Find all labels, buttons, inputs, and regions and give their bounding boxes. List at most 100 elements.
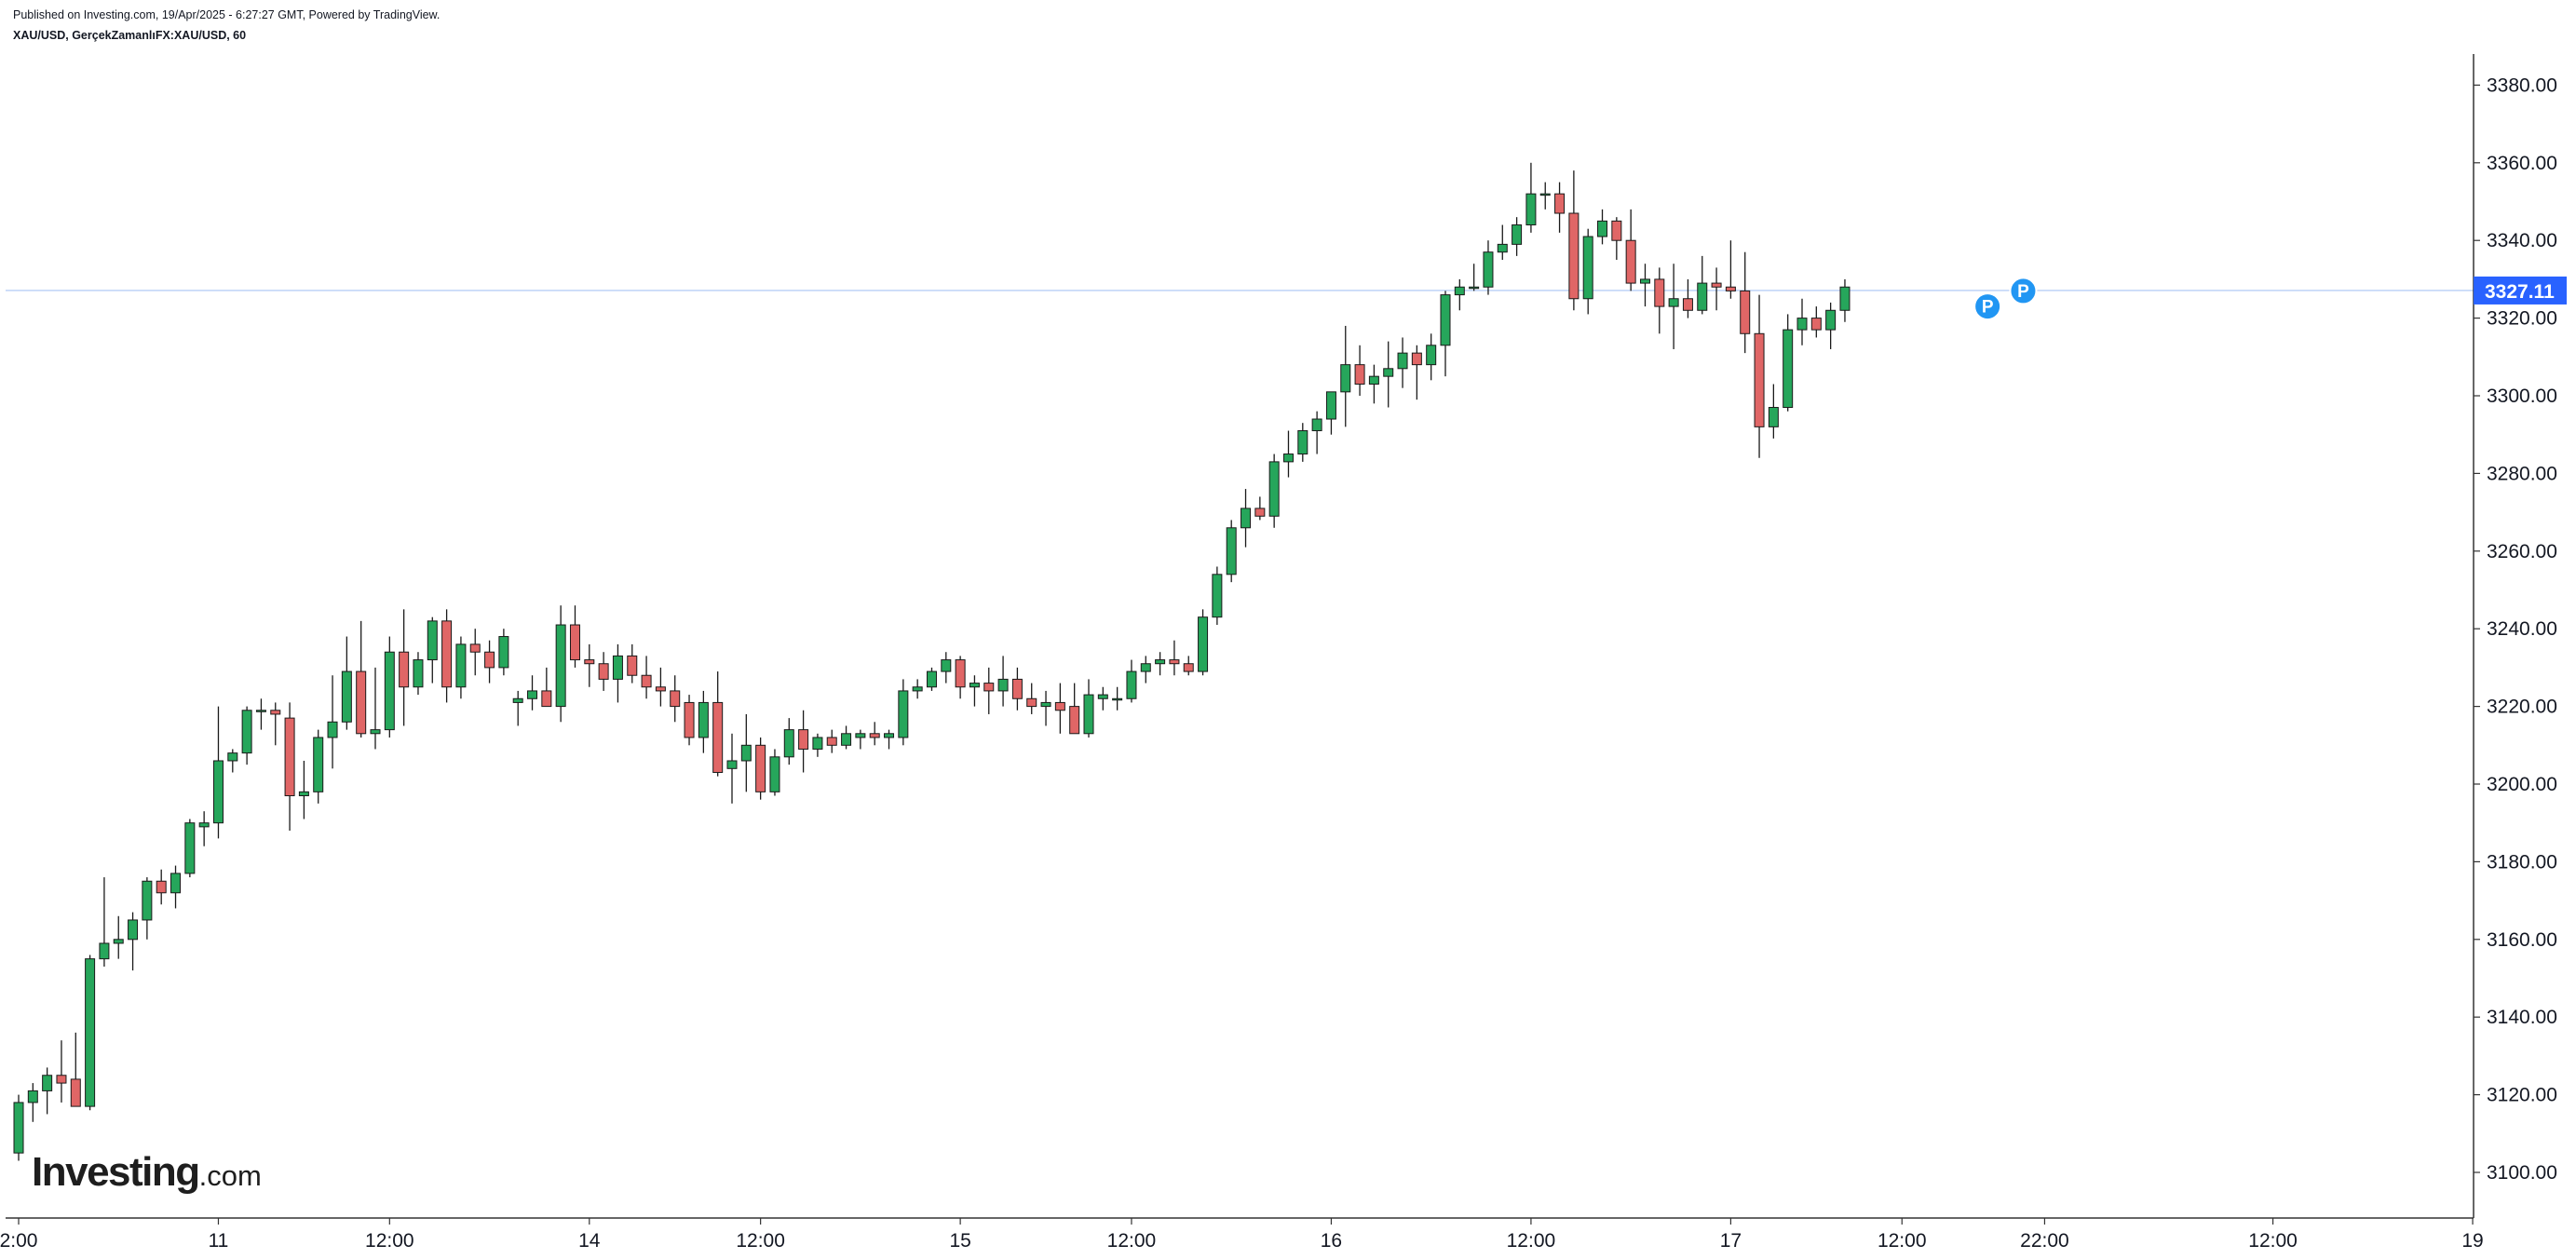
candle[interactable] [1582, 228, 1593, 315]
candle[interactable] [527, 675, 538, 711]
candle[interactable] [1454, 278, 1465, 311]
candle[interactable] [1297, 423, 1308, 462]
candle[interactable] [1169, 640, 1180, 676]
candle[interactable] [1483, 240, 1494, 295]
candle[interactable] [1497, 224, 1508, 261]
candle[interactable] [1682, 278, 1693, 318]
candle[interactable] [298, 760, 309, 819]
candle[interactable] [612, 643, 623, 703]
candle[interactable] [113, 915, 124, 959]
candle[interactable] [441, 609, 453, 703]
candle[interactable] [356, 620, 367, 738]
event-marker[interactable] [2009, 277, 2038, 305]
candle[interactable] [740, 713, 752, 792]
candle[interactable] [498, 629, 509, 676]
candle[interactable] [1810, 306, 1822, 338]
candle[interactable] [869, 722, 880, 746]
candle[interactable] [1554, 182, 1566, 233]
candle[interactable] [569, 605, 580, 668]
candle[interactable] [1340, 325, 1351, 427]
candle[interactable] [1426, 333, 1437, 381]
candle[interactable] [512, 690, 523, 726]
candle[interactable] [684, 695, 695, 746]
candle[interactable] [284, 702, 295, 832]
candle[interactable] [70, 1032, 81, 1107]
candle[interactable] [1040, 690, 1051, 726]
candle[interactable] [384, 636, 395, 738]
candle[interactable] [712, 671, 724, 777]
candle[interactable] [726, 733, 738, 804]
candle[interactable] [142, 877, 153, 940]
candle[interactable] [1469, 264, 1480, 291]
candle[interactable] [1411, 345, 1422, 400]
candle[interactable] [327, 675, 338, 769]
candle[interactable] [1183, 656, 1194, 676]
candle[interactable] [1097, 686, 1108, 711]
candle[interactable] [555, 605, 566, 723]
candle[interactable] [1140, 656, 1151, 684]
candle[interactable] [1783, 314, 1794, 412]
candle[interactable] [399, 609, 410, 726]
candle[interactable] [598, 652, 609, 691]
candle[interactable] [955, 656, 966, 699]
candle[interactable] [13, 1094, 24, 1161]
candle[interactable] [1254, 496, 1266, 521]
candle[interactable] [1525, 162, 1537, 233]
candle[interactable] [1654, 267, 1665, 334]
candle[interactable] [898, 679, 909, 746]
candle[interactable] [241, 706, 252, 765]
candle[interactable] [584, 643, 595, 687]
candle[interactable] [270, 702, 281, 746]
candle[interactable] [1754, 294, 1765, 458]
candle[interactable] [798, 710, 809, 773]
candle[interactable] [826, 729, 837, 753]
candle[interactable] [1668, 264, 1679, 349]
candle[interactable] [198, 811, 210, 846]
candle[interactable] [841, 725, 852, 750]
candle[interactable] [1796, 298, 1808, 345]
candle[interactable] [1112, 686, 1123, 711]
candle[interactable] [341, 636, 352, 730]
candle[interactable] [85, 954, 96, 1111]
candle[interactable] [313, 729, 324, 804]
candle[interactable] [99, 877, 110, 967]
candle[interactable] [1825, 302, 1837, 349]
candle[interactable] [783, 718, 794, 765]
candle[interactable] [1011, 667, 1023, 711]
candle[interactable] [1026, 683, 1037, 714]
candle[interactable] [413, 652, 424, 696]
candle[interactable] [184, 819, 196, 878]
candle[interactable] [1440, 291, 1451, 377]
candle[interactable] [1597, 209, 1608, 245]
candle[interactable] [1697, 255, 1708, 315]
candle[interactable] [1198, 609, 1209, 676]
candle[interactable] [370, 667, 381, 750]
candle[interactable] [1069, 683, 1080, 735]
candle[interactable] [1639, 264, 1650, 307]
candle[interactable] [926, 667, 937, 691]
candle[interactable] [1282, 430, 1294, 478]
candle[interactable] [42, 1067, 53, 1115]
candle[interactable] [427, 616, 438, 684]
candle[interactable] [941, 652, 952, 684]
candle[interactable] [484, 640, 495, 684]
candle[interactable] [56, 1040, 67, 1103]
candle[interactable] [1839, 278, 1851, 322]
candle[interactable] [997, 656, 1009, 707]
candle[interactable] [755, 737, 766, 800]
candle[interactable] [1054, 683, 1065, 734]
candle[interactable] [1226, 520, 1237, 583]
candle[interactable] [1083, 679, 1094, 738]
candle[interactable] [455, 636, 467, 699]
candle[interactable] [1241, 489, 1252, 548]
candle[interactable] [27, 1083, 38, 1122]
candle[interactable] [255, 698, 266, 730]
candle[interactable] [1512, 217, 1523, 256]
candle[interactable] [670, 675, 681, 723]
candle[interactable] [641, 656, 652, 699]
candle[interactable] [1625, 209, 1636, 291]
candle[interactable] [698, 690, 709, 753]
candle[interactable] [1740, 251, 1751, 354]
candle[interactable] [469, 629, 481, 676]
